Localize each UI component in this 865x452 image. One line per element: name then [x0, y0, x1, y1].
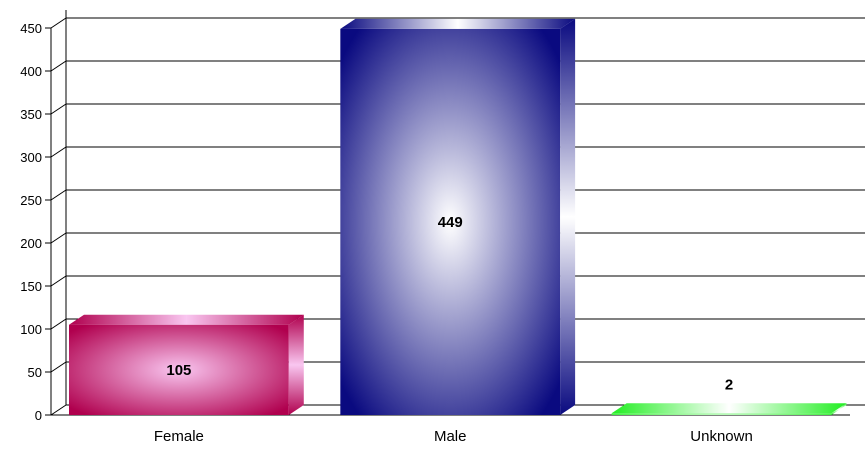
bar-side [831, 403, 847, 415]
data-label: 449 [438, 214, 463, 231]
bar-front [69, 324, 289, 415]
y-tick-label: 100 [20, 322, 42, 337]
y-tick-label: 350 [20, 107, 42, 122]
gridline-side [50, 404, 67, 416]
gridline-side [50, 189, 67, 201]
gridline-side [50, 17, 67, 29]
gridline-side [50, 60, 67, 72]
y-tick-label: 50 [28, 365, 42, 380]
y-tick-label: 150 [20, 279, 42, 294]
gridline-side [50, 232, 67, 244]
bar-unknown [611, 403, 847, 415]
data-label: 2 [725, 376, 733, 393]
bar-top [340, 18, 576, 29]
bars [69, 18, 847, 416]
bar-male [340, 18, 576, 416]
labels: 105 Female 449 Male 2 Unknown [154, 214, 753, 445]
bar-front [611, 413, 832, 415]
gridline-side [50, 318, 67, 330]
bar-front [340, 28, 561, 416]
bar-top [69, 314, 304, 325]
bar-side [560, 18, 576, 416]
x-tick-label: Female [154, 428, 204, 445]
bar-side [288, 314, 304, 415]
y-tick-label: 200 [20, 236, 42, 251]
gridline-side [50, 146, 67, 158]
y-tick-label: 250 [20, 193, 42, 208]
gridline-side [50, 103, 67, 115]
y-tick-label: 450 [20, 21, 42, 36]
bar-female [69, 314, 304, 415]
gridline-side [50, 275, 67, 287]
y-tick-label: 300 [20, 150, 42, 165]
y-tick-label: 0 [35, 408, 42, 423]
y-tick-label: 400 [20, 64, 42, 79]
bar-top [611, 403, 847, 414]
gridline-side [50, 361, 67, 373]
data-label: 105 [166, 362, 191, 379]
x-tick-label: Unknown [690, 428, 753, 445]
x-tick-label: Male [434, 428, 467, 445]
